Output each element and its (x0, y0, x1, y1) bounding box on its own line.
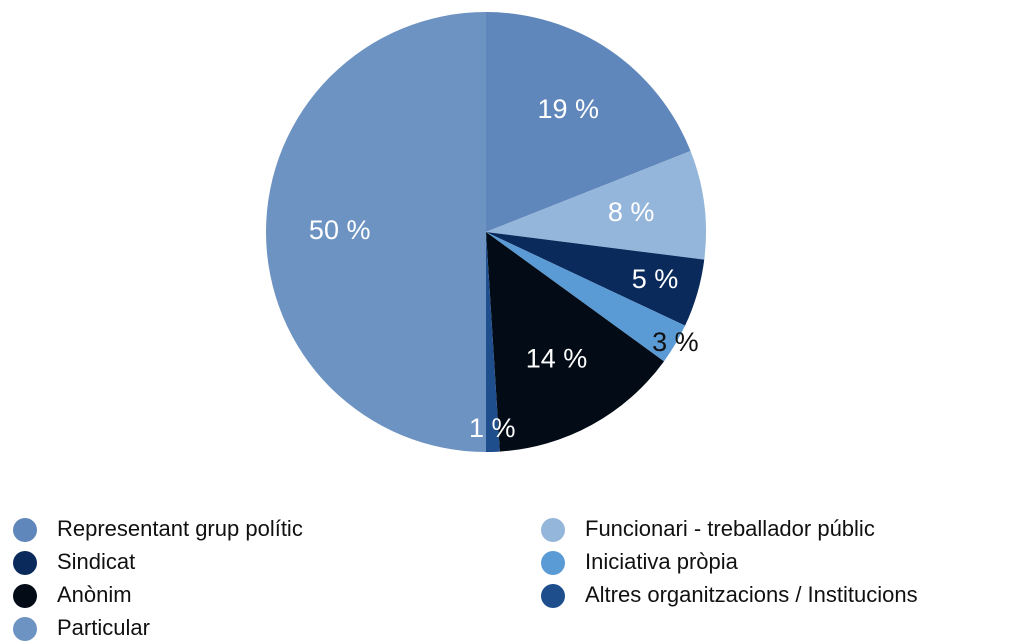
legend-swatch (13, 617, 37, 641)
pie-slice (486, 151, 706, 260)
legend-label: Funcionari - treballador públic (585, 516, 875, 541)
legend-swatch (541, 584, 565, 608)
legend-swatch (13, 584, 37, 608)
pie-slice (486, 12, 691, 232)
legend-swatch (13, 551, 37, 575)
pie-slice (486, 232, 500, 452)
data-label: 5 % (632, 264, 679, 294)
data-label: 3 % (652, 327, 699, 357)
legend-label: Altres organitzacions / Institucions (585, 582, 918, 607)
legend-label: Iniciativa pròpia (585, 549, 739, 574)
data-label: 14 % (526, 343, 588, 373)
data-label: 50 % (309, 215, 371, 245)
legend-swatch (541, 518, 565, 542)
legend-label: Anònim (57, 582, 132, 607)
pie-slice (486, 232, 664, 452)
legend-swatch (13, 518, 37, 542)
pie-slice (486, 232, 705, 326)
pie-slice (486, 232, 686, 362)
data-label: 1 % (469, 413, 516, 443)
pie-slice (266, 12, 486, 452)
data-label: 19 % (537, 94, 599, 124)
data-label: 8 % (608, 197, 655, 227)
legend-label: Particular (57, 615, 150, 640)
legend-label: Representant grup polític (57, 516, 303, 541)
legend-swatch (541, 551, 565, 575)
legend-label: Sindicat (57, 549, 135, 574)
